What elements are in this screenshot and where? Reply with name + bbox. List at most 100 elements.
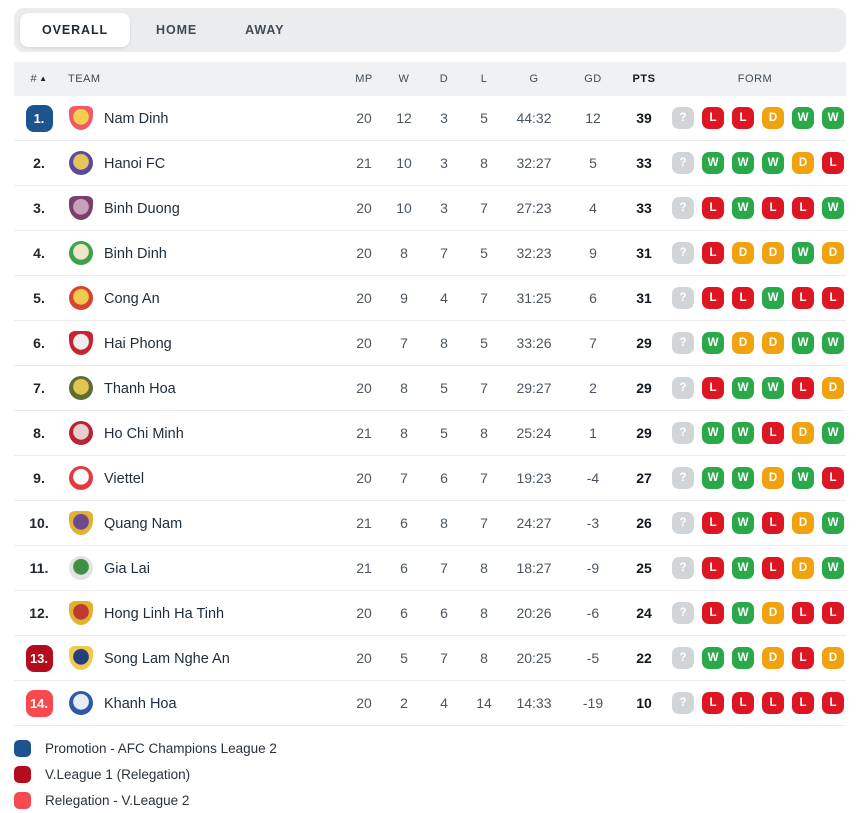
table-row[interactable]: 4. Binh Dinh 20 8 7 5 32:23 9 31 ? L D D W D [14,231,846,276]
form-result-badge[interactable]: D [762,242,784,264]
form-result-badge[interactable]: L [702,287,724,309]
team-name[interactable]: Quang Nam [104,515,183,532]
form-result-badge[interactable]: L [702,512,724,534]
table-row[interactable]: 3. Binh Duong 20 10 3 7 27:23 4 33 ? L W L L… [14,186,846,231]
form-result-badge[interactable]: D [762,107,784,129]
form-result-badge[interactable]: L [732,287,754,309]
header-pts[interactable]: PTS [632,73,656,85]
form-result-badge[interactable]: W [732,647,754,669]
form-result-badge[interactable]: D [792,557,814,579]
table-row[interactable]: 11. Gia Lai 21 6 7 8 18:27 -9 25 ? L W L D W [14,546,846,591]
team-name[interactable]: Hong Linh Ha Tinh [104,605,225,622]
form-unknown-badge[interactable]: ? [672,647,694,669]
header-d[interactable]: D [439,73,449,85]
tab-home[interactable]: HOME [134,13,219,47]
table-row[interactable]: 12. Hong Linh Ha Tinh 20 6 6 8 20:26 -6 … [14,591,846,636]
form-result-badge[interactable]: W [792,242,814,264]
form-result-badge[interactable]: W [732,557,754,579]
form-unknown-badge[interactable]: ? [672,287,694,309]
form-result-badge[interactable]: L [702,197,724,219]
form-result-badge[interactable]: W [702,467,724,489]
form-result-badge[interactable]: W [762,377,784,399]
form-result-badge[interactable]: L [792,647,814,669]
team-name[interactable]: Khanh Hoa [104,695,177,712]
form-result-badge[interactable]: W [732,467,754,489]
form-result-badge[interactable]: L [792,287,814,309]
form-result-badge[interactable]: L [702,557,724,579]
table-row[interactable]: 10. Quang Nam 21 6 8 7 24:27 -3 26 ? L W L D… [14,501,846,546]
form-result-badge[interactable]: W [702,647,724,669]
team-name[interactable]: Gia Lai [104,560,150,577]
form-result-badge[interactable]: W [732,152,754,174]
header-l[interactable]: L [480,73,488,85]
header-gd[interactable]: GD [584,73,602,85]
header-mp[interactable]: MP [355,73,373,85]
form-result-badge[interactable]: W [822,557,844,579]
team-name[interactable]: Binh Dinh [104,245,167,262]
form-result-badge[interactable]: D [792,422,814,444]
form-result-badge[interactable]: W [762,287,784,309]
form-result-badge[interactable]: W [732,422,754,444]
form-result-badge[interactable]: D [762,647,784,669]
form-result-badge[interactable]: L [732,107,754,129]
table-row[interactable]: 1. Nam Dinh 20 12 3 5 44:32 12 39 ? L L D W W [14,96,846,141]
form-result-badge[interactable]: W [822,512,844,534]
form-result-badge[interactable]: L [702,602,724,624]
team-name[interactable]: Nam Dinh [104,110,169,127]
form-result-badge[interactable]: D [762,332,784,354]
table-row[interactable]: 5. Cong An 20 9 4 7 31:25 6 31 ? L L W L L [14,276,846,321]
form-result-badge[interactable]: L [732,692,754,714]
table-row[interactable]: 7. Thanh Hoa 20 8 5 7 29:27 2 29 ? L W W L D [14,366,846,411]
form-result-badge[interactable]: W [822,422,844,444]
form-result-badge[interactable]: W [732,602,754,624]
form-result-badge[interactable]: L [822,287,844,309]
team-name[interactable]: Ho Chi Minh [104,425,184,442]
form-result-badge[interactable]: W [792,332,814,354]
team-name[interactable]: Hai Phong [104,335,172,352]
form-result-badge[interactable]: D [762,467,784,489]
table-row[interactable]: 6. Hai Phong 20 7 8 5 33:26 7 29 ? W D D W W [14,321,846,366]
form-result-badge[interactable]: D [822,377,844,399]
form-unknown-badge[interactable]: ? [672,422,694,444]
form-result-badge[interactable]: L [822,467,844,489]
form-result-badge[interactable]: L [822,602,844,624]
form-result-badge[interactable]: L [762,557,784,579]
team-name[interactable]: Thanh Hoa [104,380,176,397]
header-rank[interactable]: # ▲ [14,73,64,85]
table-row[interactable]: 14. Khanh Hoa 20 2 4 14 14:33 -19 10 ? L L… [14,681,846,726]
form-result-badge[interactable]: L [792,377,814,399]
form-result-badge[interactable]: D [822,242,844,264]
table-row[interactable]: 8. Ho Chi Minh 21 8 5 8 25:24 1 29 ? W W L D… [14,411,846,456]
form-result-badge[interactable]: L [792,197,814,219]
table-row[interactable]: 2. Hanoi FC 21 10 3 8 32:27 5 33 ? W W W D L [14,141,846,186]
team-name[interactable]: Viettel [104,470,145,487]
form-unknown-badge[interactable]: ? [672,197,694,219]
form-unknown-badge[interactable]: ? [672,512,694,534]
form-unknown-badge[interactable]: ? [672,557,694,579]
form-result-badge[interactable]: W [762,152,784,174]
form-result-badge[interactable]: D [732,242,754,264]
form-result-badge[interactable]: L [792,602,814,624]
team-name[interactable]: Cong An [104,290,160,307]
header-team[interactable]: TEAM [68,73,101,85]
team-name[interactable]: Hanoi FC [104,155,166,172]
form-unknown-badge[interactable]: ? [672,107,694,129]
form-unknown-badge[interactable]: ? [672,602,694,624]
form-unknown-badge[interactable]: ? [672,467,694,489]
form-result-badge[interactable]: W [702,332,724,354]
form-result-badge[interactable]: D [792,152,814,174]
form-result-badge[interactable]: L [702,377,724,399]
form-result-badge[interactable]: W [822,332,844,354]
form-unknown-badge[interactable]: ? [672,377,694,399]
form-result-badge[interactable]: W [822,107,844,129]
form-result-badge[interactable]: D [762,602,784,624]
form-result-badge[interactable]: W [702,152,724,174]
header-g[interactable]: G [529,73,539,85]
form-result-badge[interactable]: W [792,107,814,129]
table-row[interactable]: 13. Song Lam Nghe An 20 5 7 8 20:25 -5 2… [14,636,846,681]
form-result-badge[interactable]: W [702,422,724,444]
form-result-badge[interactable]: D [732,332,754,354]
team-name[interactable]: Song Lam Nghe An [104,650,230,667]
header-w[interactable]: W [398,73,410,85]
form-unknown-badge[interactable]: ? [672,152,694,174]
